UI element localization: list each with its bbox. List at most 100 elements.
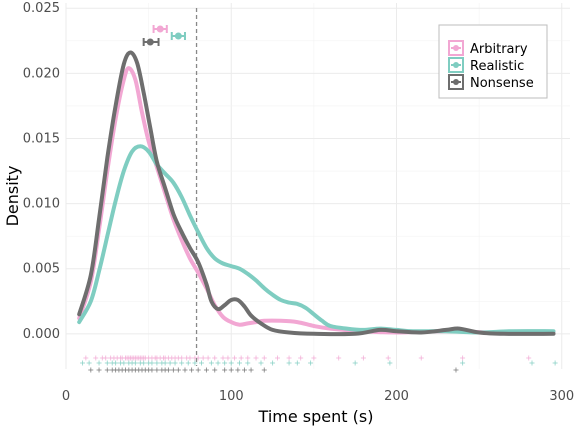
rug-mark-arbitrary	[261, 355, 267, 361]
rug-mark-nonsense	[182, 367, 188, 373]
legend-key-point	[453, 62, 459, 68]
rug-mark-arbitrary	[212, 355, 218, 361]
y-tick-label: 0.010	[23, 197, 60, 212]
rug-mark-arbitrary	[336, 355, 342, 361]
rug-mark-arbitrary	[253, 355, 259, 361]
legend-item-arbitrary: Arbitrary	[448, 40, 528, 57]
rug-mark-arbitrary	[179, 355, 185, 361]
rug-mark-realistic	[86, 360, 92, 366]
legend-key-point	[453, 79, 459, 85]
rug-mark-arbitrary	[232, 355, 238, 361]
y-tick-label: 0.005	[23, 262, 60, 277]
legend-label: Arbitrary	[470, 42, 528, 57]
y-tick-label: 0.015	[23, 131, 60, 146]
density-curve-realistic	[77, 144, 556, 335]
rug-mark-realistic	[529, 360, 535, 366]
rug-mark-arbitrary	[526, 355, 532, 361]
rug-mark-realistic	[270, 360, 276, 366]
rug-mark-nonsense	[235, 367, 241, 373]
rug-mark-realistic	[80, 360, 86, 366]
rug-mark-arbitrary	[225, 355, 231, 361]
legend-item-nonsense: Nonsense	[448, 74, 534, 91]
rug-mark-nonsense	[222, 367, 228, 373]
rug-mark-realistic	[387, 360, 393, 366]
y-tick-label: 0.025	[23, 1, 60, 16]
rug-mark-realistic	[172, 360, 178, 366]
rug-mark-realistic	[294, 360, 300, 366]
mean-point	[146, 38, 154, 46]
rug-mark-nonsense	[104, 367, 110, 373]
rug-mark-arbitrary	[103, 355, 109, 361]
rug-mark-arbitrary	[93, 355, 99, 361]
x-tick-label: 100	[219, 389, 244, 404]
x-tick-label: 200	[384, 389, 409, 404]
rug-mark-nonsense	[248, 367, 254, 373]
rug-mark-realistic	[208, 360, 214, 366]
rug-mark-arbitrary	[275, 355, 281, 361]
rug-mark-realistic	[154, 360, 160, 366]
rug-mark-arbitrary	[220, 355, 226, 361]
density-curve-arbitrary	[77, 66, 556, 335]
y-tick-label: 0.020	[23, 66, 60, 81]
rug-mark-realistic	[149, 360, 155, 366]
y-axis-title: Density	[3, 166, 22, 227]
rug-mark-arbitrary	[311, 355, 317, 361]
rug-mark-realistic	[167, 360, 173, 366]
rug-mark-realistic	[286, 360, 292, 366]
rug-mark-arbitrary	[83, 355, 89, 361]
rug-mark-realistic	[228, 360, 234, 366]
rug-mark-realistic	[141, 360, 147, 366]
rug-mark-nonsense	[195, 367, 201, 373]
rug-mark-realistic	[552, 360, 558, 366]
density-curves	[77, 50, 556, 337]
rug-mark-nonsense	[261, 367, 267, 373]
legend-item-realistic: Realistic	[448, 57, 524, 74]
rug-mark-realistic	[185, 360, 191, 366]
rug-mark-arbitrary	[385, 355, 391, 361]
rug-mark-realistic	[308, 360, 314, 366]
rug-mark-nonsense	[175, 367, 181, 373]
rug-mark-realistic	[237, 360, 243, 366]
rug-mark-arbitrary	[418, 355, 424, 361]
rug-mark-arbitrary	[238, 355, 244, 361]
rug-mark-arbitrary	[298, 355, 304, 361]
rug-mark-arbitrary	[205, 355, 211, 361]
legend-label: Nonsense	[470, 76, 534, 91]
rug-mark-realistic	[104, 360, 110, 366]
rug-mark-realistic	[352, 360, 358, 366]
rug-mark-nonsense	[170, 367, 176, 373]
rug-mark-arbitrary	[200, 355, 206, 361]
legend-key-point	[453, 45, 459, 51]
rug-mark-arbitrary	[245, 355, 251, 361]
rug-mark-nonsense	[154, 367, 160, 373]
rug-mark-realistic	[460, 360, 466, 366]
rug-mark-realistic	[113, 360, 119, 366]
rug-mark-realistic	[96, 360, 102, 366]
y-axis-ticks: 0.000 0.005 0.010 0.015 0.020 0.025	[23, 1, 60, 342]
rug-mark-realistic	[222, 360, 228, 366]
rug-mark-realistic	[179, 360, 185, 366]
rug-mark-realistic	[132, 360, 138, 366]
y-tick-label: 0.000	[23, 327, 60, 342]
rug-mark-nonsense	[228, 367, 234, 373]
rug-mark-nonsense	[189, 367, 195, 373]
rug-mark-realistic	[258, 360, 264, 366]
legend-label: Realistic	[470, 59, 524, 74]
mean-ci-nonsense	[142, 38, 160, 46]
rug-mark-realistic	[215, 360, 221, 366]
rug-mark-nonsense	[203, 367, 209, 373]
rug-mark-nonsense	[212, 367, 218, 373]
mean-point	[156, 25, 164, 33]
rug-mark-nonsense	[149, 367, 155, 373]
rug-mark-nonsense	[88, 367, 94, 373]
rug-mark-arbitrary	[460, 355, 466, 361]
rug-mark-arbitrary	[187, 355, 193, 361]
x-tick-label: 0	[62, 389, 70, 404]
density-curve-nonsense	[77, 50, 556, 337]
mean-point	[174, 32, 182, 40]
mean-ci-markers	[142, 25, 186, 46]
rug-mark-nonsense	[241, 367, 247, 373]
x-axis-ticks: 0 100 200 300	[62, 389, 574, 404]
rug-mark-arbitrary	[286, 355, 292, 361]
